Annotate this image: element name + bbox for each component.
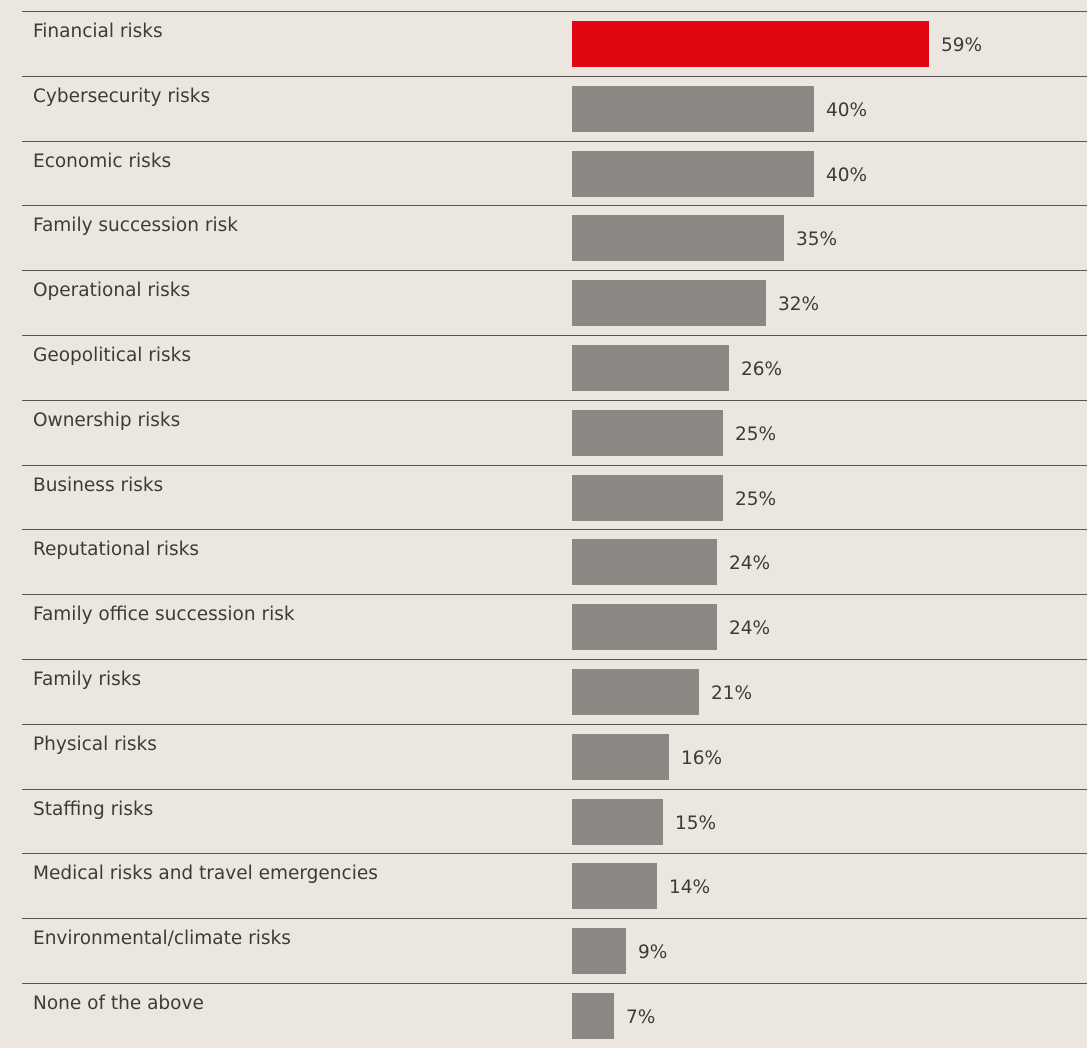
- bar: [572, 345, 729, 391]
- bar-value-label: 35%: [796, 229, 838, 251]
- bar-value-label: 40%: [826, 99, 868, 121]
- chart-row: Reputational risks 24%: [0, 529, 1087, 594]
- category-label: Family risks: [33, 669, 142, 690]
- row-divider: [22, 75, 1087, 77]
- row-divider: [22, 659, 1087, 660]
- bar: [572, 669, 699, 715]
- chart-row: Physical risks 16%: [0, 723, 1087, 789]
- bar-value-label: 25%: [735, 488, 777, 510]
- category-label: None of the above: [33, 993, 204, 1014]
- chart-row: Family office succession risk 24%: [0, 594, 1087, 659]
- category-label: Ownership risks: [33, 409, 181, 431]
- bar-value-label: 14%: [669, 877, 711, 899]
- chart-row: Cybersecurity risks 40%: [0, 75, 1087, 141]
- category-label: Business risks: [33, 474, 164, 496]
- row-divider: [22, 140, 1087, 142]
- row-divider: [22, 983, 1087, 984]
- bar-value-label: 40%: [826, 164, 868, 186]
- row-divider: [22, 335, 1087, 336]
- row-divider: [22, 918, 1087, 920]
- bar-value-label: 16%: [681, 747, 723, 769]
- row-divider: [22, 594, 1087, 596]
- category-label: Family succession risk: [33, 215, 238, 237]
- row-divider: [22, 270, 1087, 272]
- bar: [572, 863, 657, 910]
- bar-value-label: 59%: [941, 35, 983, 56]
- row-divider: [22, 205, 1087, 207]
- bar: [572, 215, 784, 262]
- category-label: Geopolitical risks: [33, 345, 192, 366]
- bar: [572, 604, 717, 651]
- category-label: Family office succession risk: [33, 604, 295, 626]
- chart-row: Medical risks and travel emergencies 14%: [0, 853, 1087, 918]
- chart-row: Staffing risks 15%: [0, 788, 1087, 854]
- bar-value-label: 21%: [711, 683, 753, 704]
- category-label: Reputational risks: [33, 539, 199, 561]
- row-divider: [22, 399, 1087, 401]
- bar-value-label: 7%: [626, 1007, 656, 1028]
- chart-row: Geopolitical risks 26%: [0, 335, 1087, 400]
- bar: [572, 85, 814, 132]
- bar-value-label: 26%: [741, 359, 783, 380]
- chart-row: Environmental/climate risks 9%: [0, 918, 1087, 983]
- chart-row: Family risks 21%: [0, 659, 1087, 724]
- chart-row: Financial risks 59%: [0, 11, 1087, 76]
- bar-value-label: 24%: [729, 553, 771, 575]
- bar: [572, 928, 626, 975]
- bar: [572, 280, 766, 327]
- bar: [572, 409, 723, 456]
- row-divider: [22, 464, 1087, 466]
- category-label: Environmental/climate risks: [33, 928, 291, 950]
- row-divider: [22, 723, 1087, 725]
- chart-row: Economic risks 40%: [0, 140, 1087, 206]
- category-label: Operational risks: [33, 280, 191, 302]
- bar-value-label: 24%: [729, 618, 771, 640]
- category-label: Medical risks and travel emergencies: [33, 863, 378, 885]
- bar: [572, 474, 723, 521]
- chart-row: Business risks 25%: [0, 464, 1087, 530]
- chart-row: Family succession risk 35%: [0, 205, 1087, 270]
- category-label: Economic risks: [33, 150, 172, 172]
- row-divider: [22, 529, 1087, 531]
- bar: [572, 733, 669, 780]
- bar-value-label: 15%: [675, 812, 717, 834]
- bar: [572, 21, 929, 67]
- row-divider: [22, 788, 1087, 790]
- category-label: Physical risks: [33, 733, 157, 755]
- bar: [572, 798, 663, 845]
- category-label: Cybersecurity risks: [33, 85, 211, 107]
- row-divider: [22, 11, 1087, 12]
- chart-row: Ownership risks 25%: [0, 399, 1087, 465]
- bar-value-label: 25%: [735, 423, 777, 445]
- bar-value-label: 32%: [778, 294, 820, 316]
- bar: [572, 993, 614, 1039]
- bar: [572, 539, 717, 586]
- row-divider: [22, 853, 1087, 855]
- bar-value-label: 9%: [638, 942, 668, 964]
- chart-row: None of the above 7%: [0, 983, 1087, 1048]
- bar: [572, 150, 814, 197]
- chart-row: Operational risks 32%: [0, 270, 1087, 335]
- category-label: Staffing risks: [33, 798, 154, 820]
- category-label: Financial risks: [33, 21, 163, 42]
